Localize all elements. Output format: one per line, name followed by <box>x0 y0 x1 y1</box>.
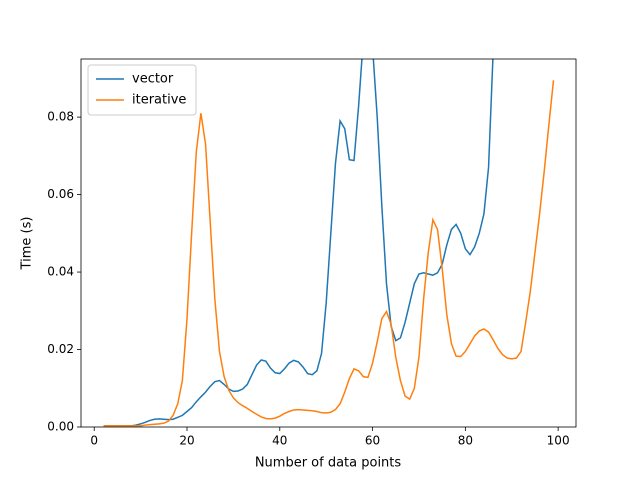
series-line <box>103 59 494 427</box>
x-axis-label: Number of data points <box>255 456 402 471</box>
legend-box <box>87 64 197 116</box>
x-tick-label: 20 <box>179 434 194 448</box>
y-tick-label: 0.06 <box>47 187 74 201</box>
x-tick-label: 80 <box>458 434 473 448</box>
y-tick-label: 0.08 <box>47 110 74 124</box>
plot-frame <box>80 58 577 428</box>
x-tick-label: 60 <box>365 434 380 448</box>
x-tick-label: 100 <box>547 434 570 448</box>
x-tick-label: 0 <box>90 434 98 448</box>
y-axis-label: Time (s) <box>20 217 35 271</box>
y-tick-label: 0.00 <box>47 420 74 434</box>
y-tick-label: 0.04 <box>47 265 74 279</box>
x-tick-label: 40 <box>272 434 287 448</box>
series-line <box>103 80 555 427</box>
legend-label: iterative <box>132 93 186 108</box>
plot-lines <box>103 59 555 427</box>
legend-label: vector <box>132 72 174 87</box>
legend: vector iterative <box>87 64 197 116</box>
y-tick-label: 0.02 <box>47 342 74 356</box>
